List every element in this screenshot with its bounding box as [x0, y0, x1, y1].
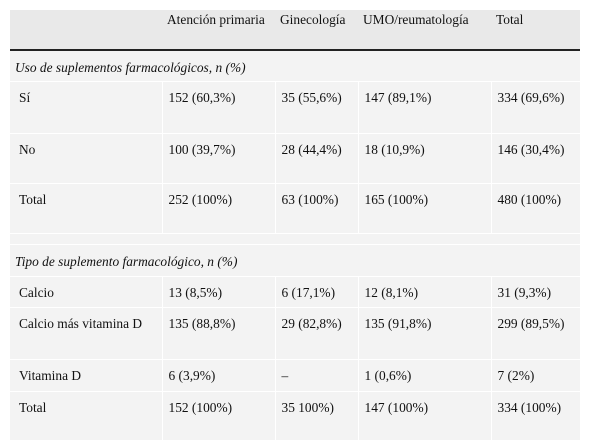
table-row-total-tipo: Total 152 (100%) 35 100%) 147 (100%) 334…	[10, 391, 580, 440]
cell-total-tipo-ginecologia: 35 100%)	[274, 391, 358, 440]
cell-si-umo: 147 (89,1%)	[357, 81, 491, 134]
cell-no-atencion: 100 (39,7%)	[161, 133, 275, 184]
cell-calcio-vitd-atencion: 135 (88,8%)	[161, 307, 275, 360]
cell-vitd-total: 7 (2%)	[490, 359, 580, 392]
cell-calcio-umo: 12 (8,1%)	[357, 276, 491, 308]
header-row: Atención primaria Ginecología UMO/reumat…	[10, 9, 580, 51]
row-label-total-tipo: Total	[10, 391, 162, 440]
cell-total-tipo-atencion: 152 (100%)	[161, 391, 275, 440]
cell-no-ginecologia: 28 (44,4%)	[274, 133, 358, 184]
cell-calcio-ginecologia: 6 (17,1%)	[274, 276, 358, 308]
cell-calcio-atencion: 13 (8,5%)	[161, 276, 275, 308]
cell-total-tipo-total: 334 (100%)	[490, 391, 580, 440]
table-row-vitamina-d: Vitamina D 6 (3,9%) – 1 (0,6%) 7 (2%)	[10, 359, 580, 392]
cell-no-total: 146 (30,4%)	[490, 133, 580, 184]
row-label-si: Sí	[10, 81, 162, 134]
cell-total-uso-atencion: 252 (100%)	[161, 183, 275, 234]
header-atencion-primaria: Atención primaria	[162, 9, 275, 51]
cell-si-total: 334 (69,6%)	[490, 81, 580, 134]
table-row-calcio-vitamina-d: Calcio más vitamina D 135 (88,8%) 29 (82…	[10, 307, 580, 360]
table-row-calcio: Calcio 13 (8,5%) 6 (17,1%) 12 (8,1%) 31 …	[10, 276, 580, 308]
cell-si-atencion: 152 (60,3%)	[161, 81, 275, 134]
row-label-calcio-vitamina-d: Calcio más vitamina D	[10, 307, 162, 360]
cell-no-umo: 18 (10,9%)	[357, 133, 491, 184]
table-row-total-uso: Total 252 (100%) 63 (100%) 165 (100%) 48…	[10, 183, 580, 234]
cell-total-uso-total: 480 (100%)	[490, 183, 580, 234]
cell-total-uso-umo: 165 (100%)	[357, 183, 491, 234]
table-row-no: No 100 (39,7%) 28 (44,4%) 18 (10,9%) 146…	[10, 133, 580, 184]
cell-calcio-total: 31 (9,3%)	[490, 276, 580, 308]
supplements-table: Atención primaria Ginecología UMO/reumat…	[10, 9, 580, 440]
cell-vitd-atencion: 6 (3,9%)	[161, 359, 275, 392]
section-spacer	[10, 233, 580, 245]
section-header-uso: Uso de suplementos farmacológicos, n (%)	[10, 49, 580, 82]
section-title-uso: Uso de suplementos farmacológicos, n (%)	[10, 49, 580, 82]
cell-total-tipo-umo: 147 (100%)	[357, 391, 491, 440]
cell-vitd-ginecologia: –	[274, 359, 358, 392]
cell-si-ginecologia: 35 (55,6%)	[274, 81, 358, 134]
row-label-calcio: Calcio	[10, 276, 162, 308]
section-title-tipo: Tipo de suplemento farmacológico, n (%)	[10, 244, 580, 277]
section-header-tipo: Tipo de suplemento farmacológico, n (%)	[10, 244, 580, 277]
row-label-total-uso: Total	[10, 183, 162, 234]
header-total: Total	[491, 9, 580, 51]
cell-calcio-vitd-umo: 135 (91,8%)	[357, 307, 491, 360]
cell-calcio-vitd-ginecologia: 29 (82,8%)	[274, 307, 358, 360]
cell-calcio-vitd-total: 299 (89,5%)	[490, 307, 580, 360]
table-row-si: Sí 152 (60,3%) 35 (55,6%) 147 (89,1%) 33…	[10, 81, 580, 134]
row-label-vitamina-d: Vitamina D	[10, 359, 162, 392]
header-empty-cell	[10, 9, 162, 51]
cell-total-uso-ginecologia: 63 (100%)	[274, 183, 358, 234]
row-label-no: No	[10, 133, 162, 184]
header-ginecologia: Ginecología	[275, 9, 358, 51]
cell-vitd-umo: 1 (0,6%)	[357, 359, 491, 392]
header-umo-reumatologia: UMO/reumatología	[358, 9, 491, 51]
